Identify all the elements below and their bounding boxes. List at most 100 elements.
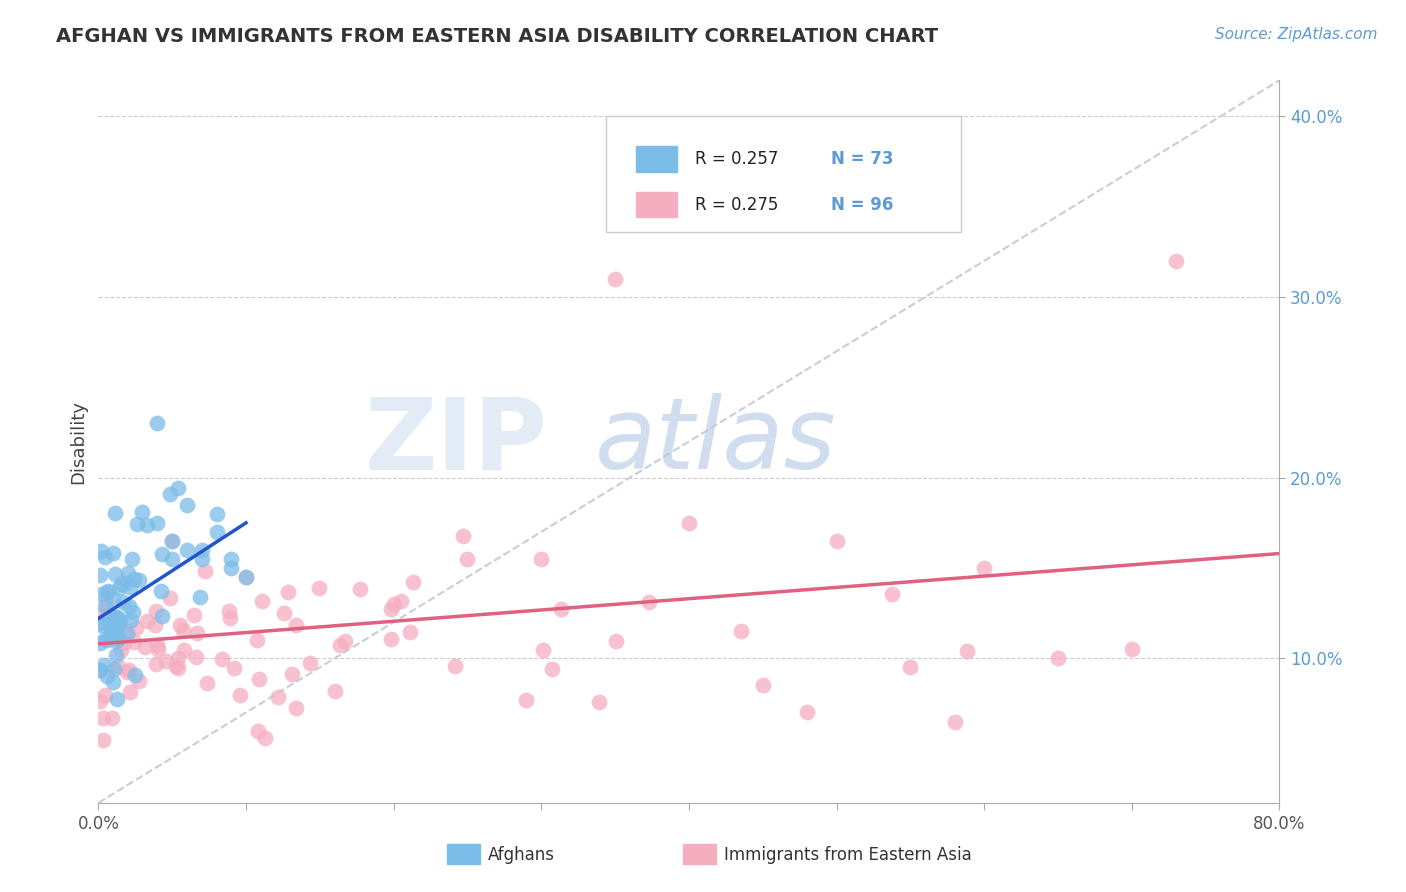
- Point: [955, 644, 977, 658]
- Point: [267, 690, 290, 704]
- Point: [100, 711, 122, 725]
- Point: [167, 481, 190, 495]
- Point: [550, 602, 572, 616]
- Point: [91, 587, 114, 601]
- Point: [796, 706, 818, 720]
- Point: [105, 648, 128, 663]
- Point: [195, 676, 218, 690]
- Point: [93, 605, 115, 619]
- Point: [173, 643, 195, 657]
- Point: [115, 624, 138, 638]
- Point: [94, 593, 117, 607]
- Point: [96, 585, 118, 599]
- Y-axis label: Disability: Disability: [69, 400, 87, 483]
- Point: [131, 505, 153, 519]
- Point: [146, 638, 169, 652]
- Point: [254, 731, 277, 745]
- Point: [136, 615, 159, 629]
- Point: [172, 623, 194, 637]
- Point: [104, 634, 127, 648]
- Point: [120, 580, 142, 594]
- Point: [588, 695, 610, 709]
- Point: [273, 606, 295, 620]
- Text: AFGHAN VS IMMIGRANTS FROM EASTERN ASIA DISABILITY CORRELATION CHART: AFGHAN VS IMMIGRANTS FROM EASTERN ASIA D…: [56, 27, 938, 45]
- Point: [89, 635, 111, 649]
- Point: [389, 594, 412, 608]
- Point: [211, 651, 233, 665]
- Point: [118, 663, 141, 677]
- Bar: [636, 192, 678, 217]
- Point: [90, 617, 112, 632]
- Point: [103, 674, 125, 689]
- Point: [104, 506, 127, 520]
- Text: N = 73: N = 73: [831, 150, 893, 168]
- Point: [89, 615, 111, 630]
- Point: [605, 272, 627, 286]
- Point: [1121, 642, 1143, 657]
- Point: [93, 658, 115, 673]
- Point: [150, 583, 173, 598]
- Point: [443, 659, 465, 673]
- Point: [323, 683, 346, 698]
- Point: [246, 724, 269, 739]
- Point: [531, 642, 554, 657]
- Point: [98, 618, 121, 632]
- Point: [110, 643, 132, 657]
- Text: Afghans: Afghans: [488, 846, 555, 863]
- Point: [188, 590, 211, 604]
- Point: [678, 516, 700, 530]
- Point: [100, 621, 122, 635]
- Point: [94, 549, 117, 564]
- Point: [155, 654, 177, 668]
- Text: R = 0.257: R = 0.257: [695, 150, 778, 168]
- Point: [176, 542, 198, 557]
- Bar: [683, 844, 716, 864]
- Point: [281, 667, 304, 681]
- Point: [150, 609, 173, 624]
- Point: [121, 605, 143, 619]
- Point: [104, 567, 127, 582]
- Point: [382, 597, 405, 611]
- Point: [298, 656, 321, 670]
- Point: [169, 618, 191, 632]
- Point: [380, 601, 402, 615]
- Point: [125, 622, 148, 636]
- Point: [89, 568, 111, 582]
- Point: [540, 662, 562, 676]
- Point: [943, 714, 966, 729]
- Point: [825, 533, 848, 548]
- Point: [100, 626, 122, 640]
- Point: [605, 633, 627, 648]
- Point: [124, 572, 146, 586]
- Point: [380, 632, 402, 647]
- Point: [115, 626, 138, 640]
- Point: [120, 685, 142, 699]
- Bar: [447, 844, 479, 864]
- Point: [117, 566, 139, 580]
- Point: [98, 607, 121, 621]
- Point: [329, 638, 352, 652]
- Point: [90, 544, 112, 558]
- Point: [128, 574, 150, 588]
- Point: [128, 673, 150, 688]
- Point: [110, 577, 132, 591]
- Point: [205, 524, 228, 539]
- Point: [89, 663, 111, 677]
- Point: [143, 618, 166, 632]
- Point: [121, 552, 143, 566]
- Point: [973, 561, 995, 575]
- Point: [135, 518, 157, 533]
- Point: [186, 626, 208, 640]
- Point: [880, 587, 903, 601]
- Point: [91, 732, 114, 747]
- Point: [124, 668, 146, 682]
- Point: [145, 657, 167, 671]
- Point: [150, 547, 173, 561]
- Point: [100, 629, 122, 643]
- Point: [98, 616, 121, 631]
- Point: [222, 660, 245, 674]
- Point: [176, 498, 198, 512]
- Point: [219, 611, 242, 625]
- Bar: [636, 146, 678, 171]
- Point: [245, 633, 267, 648]
